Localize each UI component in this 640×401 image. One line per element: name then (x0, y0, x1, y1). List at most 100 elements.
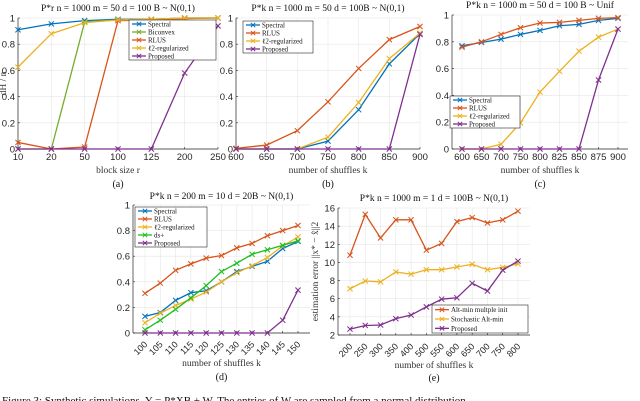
chart-title: P*k n = 1000 m = 1 d = 100B ~ N(0,1) (360, 193, 508, 204)
point-marker-stroke (515, 260, 521, 267)
data-point (498, 31, 504, 38)
point-marker-stroke (459, 146, 465, 152)
y-tick-label: 0 (10, 145, 15, 156)
point-marker-stroke (469, 214, 476, 221)
point-marker-stroke (142, 313, 148, 320)
point-marker-stroke (386, 55, 393, 62)
data-point (438, 266, 445, 273)
point-marker-stroke (417, 30, 423, 37)
y-tick-label: 0 (444, 145, 449, 156)
data-point (218, 252, 225, 259)
point-marker-stroke (325, 146, 331, 152)
point-marker-stroke (15, 64, 21, 71)
point-marker-stroke (157, 330, 164, 336)
point-marker-stroke (325, 98, 331, 105)
legend-label: ℓ2-regularized (154, 224, 195, 232)
x-tick-label: 800 (351, 152, 367, 163)
legend-marker (250, 30, 256, 36)
panel-label: (d) (216, 372, 228, 383)
point-marker-stroke (249, 251, 256, 258)
legend: Alt-min multple init Stochastic Alt-minPr… (431, 304, 529, 334)
point-marker-stroke (537, 89, 543, 96)
y-tick-label: 1 (125, 201, 130, 212)
point-marker-stroke (423, 266, 430, 273)
data-point (203, 255, 210, 262)
point-marker-stroke (484, 220, 491, 226)
point-marker-stroke (264, 232, 271, 239)
legend-item: Proposed (453, 121, 496, 129)
data-point (295, 287, 301, 294)
data-point (172, 306, 179, 313)
legend-item: Spectral (138, 208, 177, 216)
data-point (148, 146, 155, 152)
y-axis-label: dH / n (0, 71, 9, 95)
data-point (595, 77, 602, 83)
x-tick-label: 200 (177, 152, 193, 163)
point-marker-stroke (203, 282, 210, 289)
data-point (142, 290, 148, 297)
data-point (157, 310, 164, 317)
data-point (264, 330, 271, 336)
point-marker-stroke (249, 240, 256, 247)
point-marker-stroke (595, 34, 602, 41)
legend-item: Spectral (246, 22, 285, 30)
data-point (377, 278, 384, 285)
legend-label: ds+ (154, 232, 164, 240)
x-tick-label: 145 (269, 339, 287, 357)
data-point (187, 330, 194, 336)
point-marker-stroke (556, 68, 563, 75)
data-point (203, 289, 210, 295)
data-point (537, 27, 543, 34)
chart-panel-b: 0 0.2 0.4 0.6 0.8 1 600 650 700 750 800 850 900 P*k n… (220, 3, 428, 190)
legend-label: ℓ2-regularized (469, 113, 510, 121)
data-point (517, 31, 524, 38)
data-point (423, 247, 430, 254)
point-marker-stroke (362, 211, 369, 218)
data-point (537, 89, 543, 96)
x-axis-label: number of shuffles k (182, 358, 261, 369)
data-point (386, 36, 393, 43)
y-tick-label: 0.2 (436, 118, 449, 129)
point-marker-stroke (187, 289, 194, 296)
point-marker-stroke (498, 36, 504, 43)
point-marker-stroke (148, 146, 155, 152)
data-point (187, 260, 194, 267)
point-marker-stroke (48, 30, 55, 37)
point-marker-stroke (203, 289, 210, 295)
x-axis-label: number of shuffles k (289, 165, 368, 176)
x-tick-label: 350 (383, 341, 401, 359)
data-point (362, 322, 369, 329)
legend-item: Biconvex (132, 29, 175, 37)
point-marker-stroke (537, 27, 543, 34)
legend-item: Spectral (132, 21, 171, 29)
legend-marker (136, 53, 142, 59)
y-tick-label: 0 (125, 329, 130, 340)
point-marker-stroke (615, 26, 621, 33)
data-point (459, 42, 465, 49)
point-marker-stroke (264, 254, 271, 261)
data-point (203, 330, 210, 336)
point-marker-stroke (157, 317, 164, 324)
point-marker-stroke (218, 268, 225, 275)
data-point (355, 106, 362, 113)
y-tick-label: 0.8 (436, 37, 449, 48)
x-tick-label: 800 (532, 152, 548, 163)
point-marker-stroke (498, 141, 504, 148)
point-marker-stroke (484, 288, 491, 294)
point-marker-stroke (355, 106, 362, 113)
data-point (233, 269, 240, 276)
data-point (537, 20, 543, 26)
legend-item: Proposed (435, 325, 478, 333)
x-tick-label: 105 (147, 339, 165, 357)
data-point (615, 14, 621, 21)
data-point (392, 315, 399, 322)
point-marker-stroke (142, 330, 148, 336)
data-point (233, 260, 240, 267)
legend-label: Proposed (148, 53, 175, 61)
x-axis-label: number of shuffles k (395, 360, 474, 371)
point-marker-stroke (218, 330, 225, 336)
data-point (408, 312, 415, 318)
point-marker-stroke (203, 255, 210, 262)
data-point (517, 146, 524, 152)
legend-marker (136, 37, 142, 43)
